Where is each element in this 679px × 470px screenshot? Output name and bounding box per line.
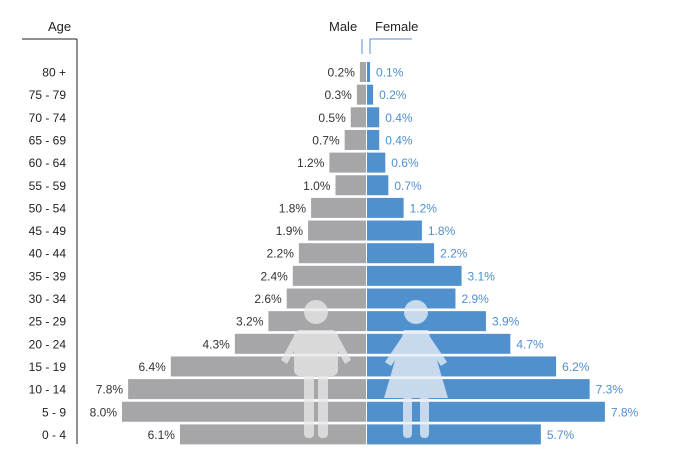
female-value-label: 5.7% (547, 428, 575, 442)
female-bar (367, 265, 462, 286)
male-bar (359, 62, 366, 82)
male-value-label: 0.7% (312, 133, 340, 147)
age-tick-label: 40 - 44 (29, 247, 67, 261)
female-value-label: 7.3% (596, 383, 624, 397)
female-bar (367, 129, 380, 150)
male-value-label: 2.6% (254, 292, 282, 306)
age-tick-label: 15 - 19 (29, 360, 67, 374)
female-person-icon (384, 300, 448, 438)
female-value-label: 1.8% (428, 224, 456, 238)
male-bar (179, 424, 366, 445)
female-bar (367, 62, 371, 82)
male-value-label: 6.1% (148, 428, 176, 442)
female-value-label: 2.2% (440, 247, 468, 261)
female-value-label: 0.2% (379, 88, 407, 102)
female-bar (367, 424, 541, 445)
female-value-label: 0.4% (385, 111, 413, 125)
male-header: Male (329, 19, 358, 34)
female-bar (367, 84, 374, 105)
age-tick-label: 0 - 4 (42, 428, 66, 442)
female-value-label: 2.9% (461, 292, 489, 306)
age-tick-label: 25 - 29 (29, 315, 67, 329)
male-value-label: 1.9% (276, 224, 304, 238)
age-tick-label: 45 - 49 (29, 224, 67, 238)
female-header-bracket (369, 38, 412, 54)
age-tick-label: 65 - 69 (29, 133, 67, 147)
female-bar (367, 243, 435, 264)
female-bar (367, 220, 422, 241)
age-tick-label: 75 - 79 (29, 88, 67, 102)
age-tick-label: 35 - 39 (29, 269, 67, 283)
male-person-icon (281, 300, 351, 438)
male-bar (298, 243, 366, 264)
male-value-label: 1.8% (279, 201, 307, 215)
female-header: Female (375, 19, 419, 34)
female-bar (367, 311, 486, 332)
female-bar (367, 152, 386, 173)
age-tick-label: 55 - 59 (29, 179, 67, 193)
male-bar (335, 175, 366, 196)
female-bar (367, 197, 404, 218)
male-value-label: 0.3% (324, 88, 352, 102)
age-tick-label: 5 - 9 (42, 405, 66, 419)
male-value-label: 0.5% (318, 111, 346, 125)
female-value-label: 0.6% (391, 156, 419, 170)
male-bar (128, 379, 366, 400)
female-value-label: 1.2% (410, 201, 438, 215)
male-value-label: 8.0% (90, 405, 118, 419)
age-tick-label: 60 - 64 (29, 156, 67, 170)
female-value-label: 7.8% (611, 405, 639, 419)
female-value-label: 4.7% (516, 337, 544, 351)
male-value-label: 4.3% (202, 337, 230, 351)
female-bar (367, 401, 605, 422)
male-bar (356, 84, 366, 105)
male-bar (286, 288, 366, 309)
female-value-label: 0.4% (385, 133, 413, 147)
male-bar (350, 107, 366, 128)
male-value-label: 1.0% (303, 179, 331, 193)
female-value-label: 3.1% (468, 269, 496, 283)
age-tick-label: 70 - 74 (29, 111, 67, 125)
male-bar (329, 152, 366, 173)
age-tick-label: 80 + (42, 66, 66, 80)
male-value-label: 2.2% (267, 247, 295, 261)
female-value-label: 0.1% (376, 66, 404, 80)
age-axis-title: Age (48, 19, 72, 34)
male-value-label: 0.2% (328, 66, 356, 80)
male-value-label: 7.8% (96, 383, 124, 397)
age-tick-label: 50 - 54 (29, 201, 67, 215)
male-bar (308, 220, 366, 241)
age-tick-label: 10 - 14 (29, 383, 67, 397)
age-tick-label: 30 - 34 (29, 292, 67, 306)
male-value-label: 2.4% (260, 269, 288, 283)
male-bar (292, 265, 366, 286)
male-value-label: 1.2% (297, 156, 325, 170)
female-bar (367, 175, 389, 196)
age-tick-label: 20 - 24 (29, 337, 67, 351)
female-bar (367, 107, 380, 128)
female-value-label: 0.7% (394, 179, 422, 193)
male-value-label: 6.4% (138, 360, 166, 374)
female-value-label: 3.9% (492, 315, 520, 329)
female-bar (367, 288, 456, 309)
male-value-label: 3.2% (236, 315, 264, 329)
female-value-label: 6.2% (562, 360, 590, 374)
male-bar (311, 197, 366, 218)
male-bar (122, 401, 366, 422)
male-bar (344, 129, 366, 150)
